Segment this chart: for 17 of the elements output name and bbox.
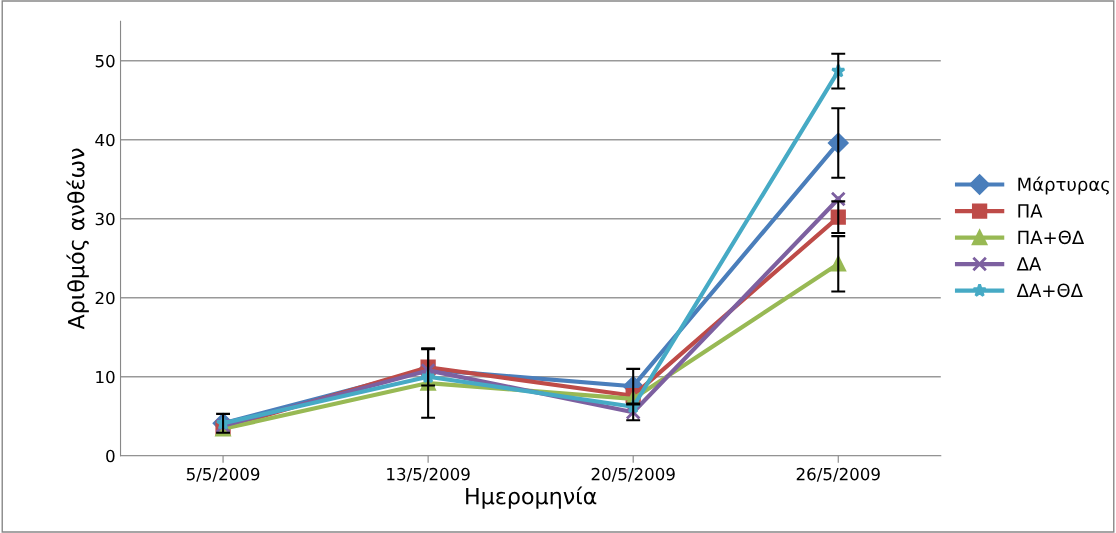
x-tick-label: 5/5/2009 [186, 467, 260, 482]
x-tick-label: 26/5/2009 [796, 467, 880, 482]
y-tick-label: 20 [95, 291, 115, 305]
x-axis-title: Ημερομηνία [466, 486, 597, 509]
y-tick-label: 10 [96, 370, 115, 384]
y-tick-label: 50 [95, 54, 115, 68]
legend-label: ΔΑ+ΘΔ [1016, 283, 1083, 298]
y-axis-title: Αριθμός ανθέων [66, 148, 89, 330]
x-tick-label: 13/5/2009 [387, 467, 470, 482]
legend-label: ΠΑ+ΘΔ [1018, 230, 1085, 245]
y-tick-label: 40 [95, 133, 115, 147]
legend-label: Μάρτυρας [1018, 176, 1110, 195]
legend-label: ΔΑ [1016, 257, 1042, 271]
legend-label: ΠΑ [1018, 204, 1043, 218]
y-tick-label: 30 [95, 212, 115, 226]
x-tick-label: 20/5/2009 [591, 467, 675, 482]
y-tick-label: 0 [106, 449, 115, 463]
